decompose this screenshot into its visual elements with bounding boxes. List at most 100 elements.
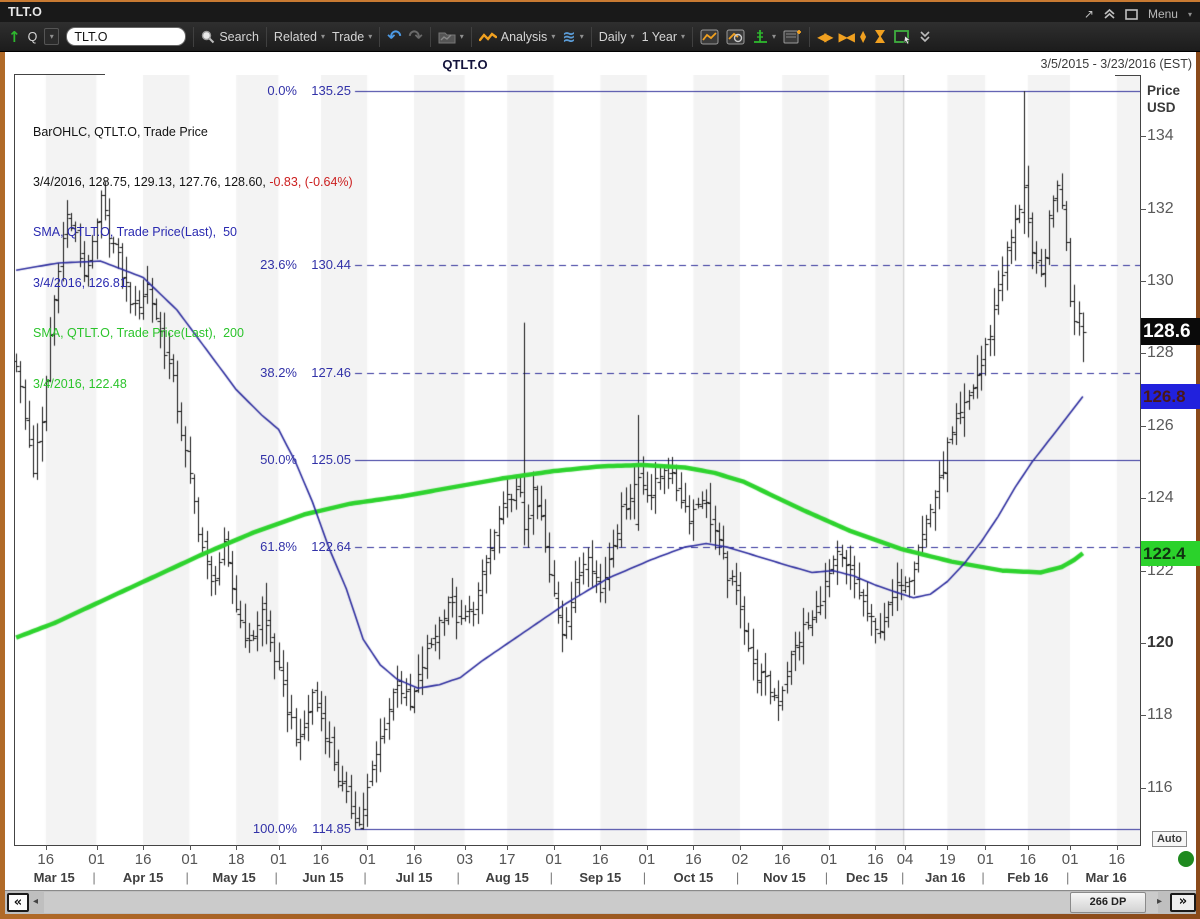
x-axis-tick — [97, 845, 98, 850]
fib-price: 135.25 — [311, 83, 351, 98]
price-badge: 128.6 — [1141, 318, 1200, 346]
x-axis-month-separator: | — [900, 870, 905, 885]
related-menu[interactable]: Related ▾ — [273, 29, 326, 44]
y-axis-tick — [1140, 281, 1146, 282]
x-axis-month-label: Oct 15 — [673, 870, 714, 885]
auto-scale-button[interactable]: Auto — [1152, 831, 1187, 847]
chart-style-button[interactable] — [700, 29, 719, 45]
scroll-left-arrow[interactable]: ◂ — [33, 896, 39, 907]
scroll-right-arrow[interactable]: ▸ — [1157, 896, 1163, 907]
y-axis-tick-label: 120 — [1147, 634, 1174, 652]
search-button[interactable]: Search — [201, 30, 259, 44]
x-axis-tick — [414, 845, 415, 850]
analysis-menu[interactable]: Analysis ▾ — [478, 30, 555, 44]
scroll-far-left-button[interactable]: « — [7, 893, 29, 912]
y-axis-tick — [1140, 788, 1146, 789]
x-axis-day-label: 01 — [977, 851, 994, 868]
waves-icon: ≋ — [562, 27, 576, 46]
up-arrow-icon: ↑ — [8, 27, 21, 46]
chart-zoom-button[interactable] — [726, 29, 745, 45]
price-chart-canvas[interactable] — [14, 75, 1140, 845]
hourglass-icon[interactable] — [873, 29, 887, 44]
x-axis-month-label: Jan 16 — [925, 870, 966, 885]
fib-price: 125.05 — [311, 452, 351, 468]
y-axis-tick-label: 122 — [1147, 561, 1174, 579]
y-axis-tick — [1140, 643, 1146, 644]
x-axis-tick — [46, 845, 47, 850]
x-axis-day-label: 16 — [134, 851, 152, 868]
x-axis-month-separator: | — [981, 870, 985, 885]
x-axis-month-label: Mar 16 — [1085, 870, 1127, 885]
x-axis-tick — [600, 845, 601, 850]
popout-icon[interactable]: ↗ — [1083, 7, 1094, 21]
save-chart-menu[interactable]: ▾ — [438, 30, 464, 44]
axis-icon — [754, 29, 768, 43]
x-axis-month-separator: | — [185, 870, 189, 885]
x-axis-month-separator: | — [274, 870, 278, 885]
y-axis-tick — [1140, 426, 1146, 427]
x-axis-tick — [143, 845, 144, 850]
x-axis-tick — [829, 845, 830, 850]
menu-caret-icon: ▾ — [1187, 9, 1192, 19]
quote-type-dropdown[interactable]: ▾ — [44, 28, 60, 45]
x-axis-month-separator: | — [92, 870, 96, 885]
scrollbar-track[interactable] — [44, 892, 1158, 913]
fib-percent: 23.6% — [260, 257, 297, 273]
range-menu[interactable]: 1 Year ▾ — [641, 29, 686, 44]
menu-button[interactable]: Menu — [1147, 7, 1178, 21]
legend-ohlc-series: BarOHLC, QTLT.O, Trade Price — [33, 124, 208, 139]
fib-price: 130.44 — [311, 257, 351, 273]
x-axis-day-label: 16 — [1019, 851, 1037, 868]
x-axis-month-label: May 15 — [212, 870, 256, 885]
fib-percent: 50.0% — [260, 452, 297, 468]
x-axis-day-label: 16 — [773, 851, 791, 868]
x-axis-tick — [321, 845, 322, 850]
y-axis-tick-label: 128 — [1147, 344, 1174, 362]
interval-caret-icon: ▾ — [630, 32, 635, 41]
toolbar-separator — [193, 26, 195, 47]
expand-horizontal-icon[interactable]: ◀▶ — [817, 29, 834, 44]
x-axis-day-label: 01 — [545, 851, 563, 868]
symbol-input[interactable] — [66, 27, 187, 46]
undo-icon[interactable]: ↶ — [387, 26, 402, 47]
chart-scrollbar: « ◂ 266 DP ▸ » — [5, 890, 1196, 914]
x-axis-tick — [367, 845, 368, 850]
x-axis-tick — [507, 845, 508, 850]
scrollbar-thumb[interactable]: 266 DP — [1070, 892, 1146, 913]
x-axis-month-label: Mar 15 — [33, 870, 75, 885]
y-axis-tick — [1140, 353, 1146, 354]
trade-menu[interactable]: Trade ▾ — [332, 29, 373, 44]
add-range-button[interactable] — [783, 29, 802, 45]
x-axis-day-label: 04 — [896, 851, 914, 868]
more-tools-chevron-icon[interactable] — [919, 30, 931, 43]
x-axis-tick — [190, 845, 191, 850]
restore-window-icon[interactable] — [1125, 8, 1138, 20]
expand-vertical-icon[interactable]: ▲ ▼ — [860, 28, 867, 44]
x-axis-tick — [647, 845, 648, 850]
x-axis-month-separator: | — [735, 870, 740, 885]
collapse-icon[interactable] — [1104, 8, 1115, 20]
y-axis-tick — [1140, 209, 1146, 210]
x-axis-tick — [875, 845, 876, 850]
x-axis-tick — [693, 845, 694, 850]
x-axis-tick — [236, 845, 237, 850]
x-axis-tick — [740, 845, 741, 850]
scroll-far-right-button[interactable]: » — [1170, 893, 1196, 912]
x-axis-day-label: 02 — [731, 851, 749, 868]
compress-horizontal-icon[interactable]: ▶◀ — [838, 29, 856, 44]
x-axis-day-label: 01 — [638, 851, 656, 868]
x-axis-month-label: Feb 16 — [1007, 870, 1049, 885]
redo-icon[interactable]: ↷ — [408, 26, 423, 47]
interval-menu[interactable]: Daily ▾ — [598, 29, 635, 44]
indicators-menu[interactable]: ≋ ▾ — [562, 27, 583, 46]
window-title: TLT.O — [8, 5, 42, 19]
y-axis-tick — [1140, 715, 1146, 716]
y-axis-tick — [1140, 571, 1146, 572]
x-axis-month-separator: | — [824, 870, 829, 885]
x-axis-day-label: 16 — [591, 851, 609, 868]
y-axis-title: Price USD — [1147, 83, 1181, 115]
x-axis-tick — [465, 845, 466, 850]
status-dot — [1178, 851, 1194, 867]
axis-settings-button[interactable]: ▾ — [752, 29, 776, 45]
selection-tool-icon[interactable] — [894, 29, 912, 45]
